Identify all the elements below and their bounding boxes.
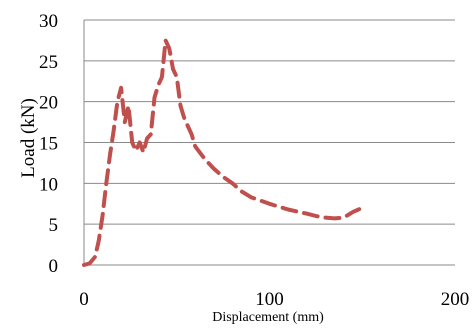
- series-line-0: [82, 38, 365, 267]
- series-group: [82, 38, 365, 267]
- x-axis-label: Displacement (mm): [212, 310, 324, 325]
- y-tick-label: 30: [39, 11, 58, 32]
- y-tick-label: 15: [39, 134, 58, 155]
- x-tick-label: 100: [255, 289, 284, 310]
- y-tick-label: 10: [39, 174, 58, 195]
- x-tick-label: 0: [79, 289, 89, 310]
- y-tick-labels: 0 5 10 15 20 25 30: [39, 11, 58, 277]
- x-tick-labels: 0 100 200: [79, 289, 469, 310]
- x-tick-label: 200: [441, 289, 470, 310]
- y-tick-label: 5: [49, 215, 59, 236]
- gridlines: [84, 19, 455, 225]
- y-tick-label: 0: [49, 256, 59, 277]
- y-axis-label: Load (kN): [18, 98, 39, 178]
- y-tick-label: 25: [39, 52, 58, 73]
- y-tick-label: 20: [39, 93, 58, 114]
